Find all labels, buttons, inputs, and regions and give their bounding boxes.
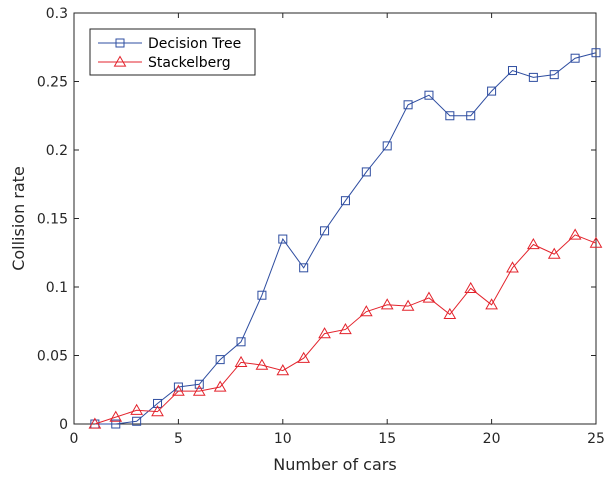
series-stackelberg xyxy=(88,228,603,429)
data-point-decision-tree xyxy=(507,66,517,76)
data-point-decision-tree xyxy=(153,398,163,408)
series-line-stackelberg xyxy=(94,234,597,425)
data-point-stackelberg xyxy=(443,307,457,320)
x-tick-label: 20 xyxy=(483,431,501,447)
x-tick-label: 15 xyxy=(378,431,396,447)
y-tick-label: 0.1 xyxy=(46,280,68,296)
data-point-stackelberg xyxy=(568,228,582,240)
data-point-stackelberg xyxy=(318,327,331,339)
data-point-decision-tree xyxy=(257,290,267,300)
x-tick-label: 0 xyxy=(70,431,79,447)
data-point-stackelberg xyxy=(192,384,206,396)
data-point-decision-tree xyxy=(340,196,350,206)
data-point-stackelberg xyxy=(506,261,519,273)
data-point-decision-tree xyxy=(424,90,434,100)
data-point-decision-tree xyxy=(528,72,538,82)
legend-label-stackelberg: Stackelberg xyxy=(148,55,231,71)
data-point-stackelberg xyxy=(255,358,269,370)
legend: Decision Tree Stackelberg xyxy=(89,28,256,76)
data-point-decision-tree xyxy=(549,70,559,80)
data-point-decision-tree xyxy=(111,419,121,429)
y-tick-label: 0.25 xyxy=(37,75,68,91)
data-point-stackelberg xyxy=(589,236,603,248)
data-point-stackelberg xyxy=(422,291,436,303)
data-point-stackelberg xyxy=(547,247,561,259)
y-tick-label: 0 xyxy=(59,417,68,433)
y-tick-label: 0.05 xyxy=(37,349,68,365)
data-point-decision-tree xyxy=(299,263,309,273)
data-point-decision-tree xyxy=(236,337,246,347)
data-point-decision-tree xyxy=(591,48,601,58)
data-point-stackelberg xyxy=(526,238,540,250)
data-point-stackelberg xyxy=(130,403,144,415)
plot-series xyxy=(88,48,603,429)
data-point-decision-tree xyxy=(215,355,225,365)
data-point-decision-tree xyxy=(403,100,413,110)
data-point-stackelberg xyxy=(234,355,248,367)
data-point-stackelberg xyxy=(88,417,102,429)
series-decision-tree xyxy=(90,48,601,429)
x-axis-label: Number of cars xyxy=(273,455,396,474)
data-point-stackelberg xyxy=(401,299,415,311)
data-point-stackelberg xyxy=(297,351,311,363)
data-point-stackelberg xyxy=(464,281,478,293)
y-tick-label: 0.2 xyxy=(46,143,68,159)
y-tick-label: 0.3 xyxy=(46,6,68,22)
legend-label-decision-tree: Decision Tree xyxy=(148,36,241,52)
data-point-stackelberg xyxy=(485,298,498,310)
data-point-decision-tree xyxy=(466,111,476,121)
data-point-decision-tree xyxy=(361,167,371,177)
y-tick-label: 0.15 xyxy=(37,212,68,228)
data-point-stackelberg xyxy=(151,405,164,417)
series-line-decision-tree xyxy=(94,52,597,425)
data-point-stackelberg xyxy=(276,364,290,376)
data-point-decision-tree xyxy=(445,111,455,121)
axes: 0 5 10 15 20 25 0 0.05 0.1 0.15 0.2 0.25 0.3 xyxy=(37,6,605,447)
data-point-decision-tree xyxy=(132,416,142,426)
data-point-decision-tree xyxy=(382,141,392,151)
data-point-stackelberg xyxy=(172,384,185,396)
y-axis-label: Collision rate xyxy=(9,166,28,271)
data-point-decision-tree xyxy=(570,53,580,63)
data-point-decision-tree xyxy=(487,86,497,96)
legend-marker-decision-tree xyxy=(115,38,125,48)
data-point-stackelberg xyxy=(380,298,394,310)
data-point-decision-tree xyxy=(320,226,330,236)
x-tick-label: 10 xyxy=(274,431,292,447)
data-point-stackelberg xyxy=(213,380,227,392)
data-point-decision-tree xyxy=(194,379,204,389)
legend-box xyxy=(89,28,256,76)
x-tick-label: 25 xyxy=(587,431,605,447)
data-point-stackelberg xyxy=(109,410,123,422)
data-point-stackelberg xyxy=(339,322,352,335)
data-point-stackelberg xyxy=(359,305,373,317)
legend-marker-stackelberg xyxy=(113,55,127,67)
x-tick-label: 5 xyxy=(174,431,183,447)
data-point-decision-tree xyxy=(278,234,288,244)
